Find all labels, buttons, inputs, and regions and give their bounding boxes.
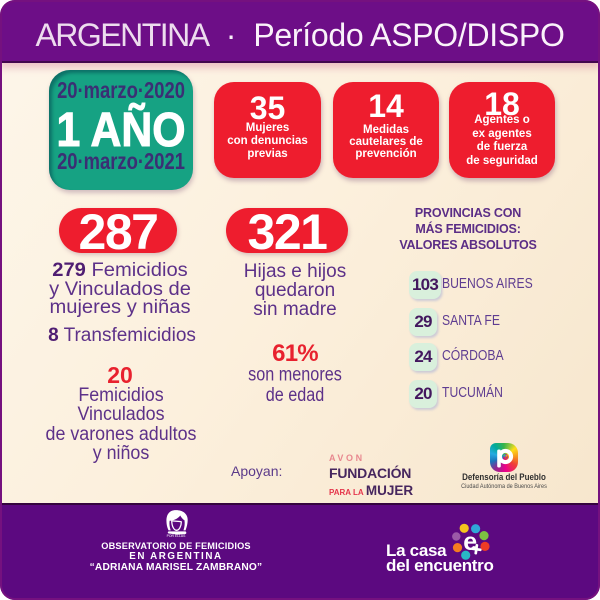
svg-text:POR ELLAS: POR ELLAS	[167, 534, 187, 538]
